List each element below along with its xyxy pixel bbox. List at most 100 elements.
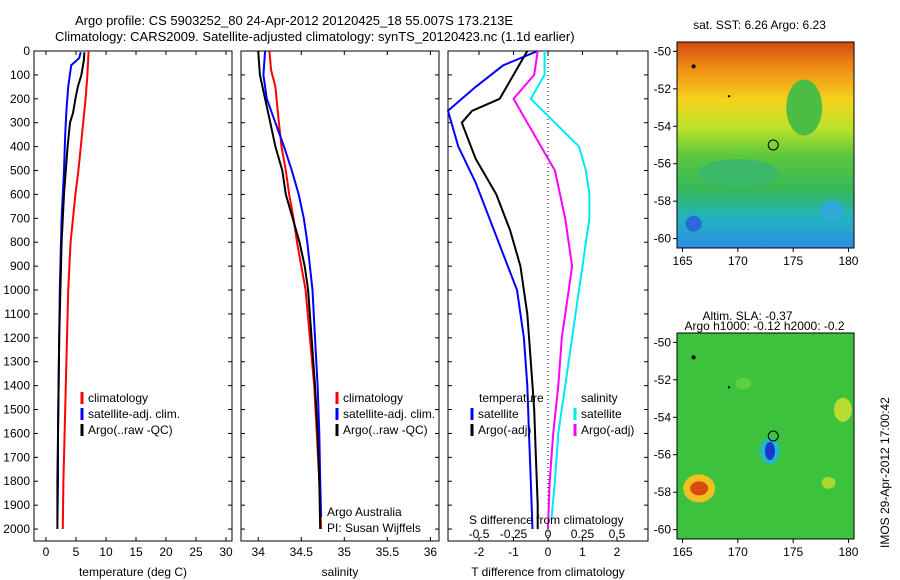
legend-label: Argo(..raw -QC): [88, 423, 173, 437]
difference-xtick-top-label: -0.5: [469, 527, 490, 541]
difference-series-s-argo: [512, 50, 574, 530]
title-line-1: Argo profile: CS 5903252_80 24-Apr-2012 …: [75, 13, 514, 28]
depth-tick-label: 1100: [4, 307, 30, 321]
sst-patch: [697, 159, 778, 188]
legend-label: satellite: [581, 407, 622, 421]
difference-xlabel: T difference from climatology: [471, 565, 625, 579]
temperature-panel: 0 5 10 15 20 25 300100200300400500600700800900…: [3, 44, 233, 579]
sst_map-island-marker: [691, 64, 696, 69]
legend-label: Argo(-adj): [581, 423, 634, 437]
sst_map-ytick-label: -52: [654, 82, 672, 96]
sla-bump: [735, 377, 752, 390]
sst_map-frame: [676, 41, 855, 249]
sla-low-core: [764, 441, 775, 460]
sla-high-south: [821, 476, 836, 489]
temperature-frame: [33, 50, 233, 542]
temperature-xtick-label: 0: [43, 545, 50, 559]
difference-xtick-top-label: -0.25: [500, 527, 528, 541]
legend-label: satellite: [478, 407, 519, 421]
sst_map-ytick-label: -58: [654, 194, 672, 208]
depth-tick-label: 400: [10, 140, 30, 154]
sla_map-ytick-label: -50: [654, 335, 672, 349]
depth-tick-label: 1800: [3, 474, 30, 488]
legend-label: satellite-adj. clim.: [343, 407, 435, 421]
temperature-xtick-label: 15: [129, 545, 143, 559]
temperature-xtick-label: 25: [189, 545, 203, 559]
temperature-series-climatology: [61, 50, 90, 530]
depth-tick-label: 500: [10, 164, 30, 178]
salinity-series-satellite: [262, 50, 323, 518]
depth-tick-label: 1900: [3, 498, 30, 512]
sst-cool-patch: [819, 200, 844, 221]
difference-xtick-top-label: 0.25: [571, 527, 595, 541]
sst_map-argo-marker: [767, 139, 779, 151]
depth-tick-label: 1600: [3, 426, 30, 440]
temperature-series-argo: [56, 52, 86, 529]
difference-xtick-label: -2: [474, 545, 485, 559]
difference-xtick-label: 0: [545, 545, 552, 559]
sla_map-title2: Argo h1000: -0.12 h2000: -0.2: [684, 319, 844, 333]
salinity-series-argo: [257, 50, 322, 530]
legend-label: satellite-adj. clim.: [88, 407, 180, 421]
title-line-2: Climatology: CARS2009. Satellite-adjuste…: [55, 29, 575, 44]
sst_map-xtick-label: 170: [728, 254, 748, 268]
legend-label: climatology: [88, 391, 148, 405]
depth-tick-label: 600: [10, 187, 30, 201]
difference-series-s-satellite: [529, 51, 591, 520]
sla-high-east: [833, 397, 852, 422]
salinity-panel: 34 34.5 35 35.5 36 salinity: [240, 50, 440, 579]
sla-field: [677, 333, 854, 539]
sst_map-ytick-label: -56: [654, 157, 672, 171]
depth-tick-label: 200: [10, 92, 30, 106]
sst_map-ytick-label: -60: [654, 232, 672, 246]
sla_map-xtick-label: 175: [783, 545, 803, 559]
depth-tick-label: 1400: [3, 379, 30, 393]
salinity-xtick-label: 36: [424, 545, 438, 559]
depth-tick-label: 2000: [3, 522, 30, 536]
legend-title-salinity: salinity: [581, 391, 618, 405]
sla_map-island-marker: [727, 386, 731, 389]
sst_map-xtick-label: 180: [838, 254, 858, 268]
sla_map-frame: [676, 332, 855, 540]
difference-xlabel-top: S difference from climatology: [469, 513, 624, 527]
footer-timestamp: IMOS 29-Apr-2012 17:00:42: [878, 397, 892, 548]
depth-tick-label: 300: [10, 116, 30, 130]
difference-xtick-label: -1: [508, 545, 519, 559]
salinity-frame: [240, 50, 440, 542]
temperature-xlabel: temperature (deg C): [79, 565, 187, 579]
depth-tick-label: 0: [23, 44, 30, 58]
sla_map: 165 170 175 180 -50 -52 -54 -56 -58 -60 Altim. SLA…: [654, 309, 859, 559]
sst_map-title: sat. SST: 6.26 Argo: 6.23: [693, 18, 826, 32]
sla_map-xtick-label: 180: [838, 545, 858, 559]
sst_map-island-marker: [727, 95, 731, 98]
legends: climatology satellite-adj. clim. Argo(..ra…: [80, 391, 634, 535]
annotation-argo-australia: Argo Australia: [327, 505, 402, 519]
depth-tick-label: 1500: [3, 403, 30, 417]
difference-xtick-top-label: 0: [545, 527, 552, 541]
sla-high-core: [690, 481, 709, 496]
sla_map-ytick-label: -54: [654, 410, 672, 424]
salinity-xtick-label: 34: [252, 545, 266, 559]
sla_map-xtick-label: 170: [728, 545, 748, 559]
sst-warm-tongue: [786, 79, 823, 136]
sla_map-ytick-label: -60: [654, 523, 672, 537]
sst_map-xtick-label: 175: [783, 254, 803, 268]
depth-tick-label: 1200: [3, 331, 30, 345]
sst_map: 165 170 175 180 -50 -52 -54 -56 -58 -60 sat. SST: …: [654, 18, 859, 268]
depth-tick-label: 800: [10, 235, 30, 249]
sla_map-ytick-label: -56: [654, 448, 672, 462]
sst-features: [685, 79, 844, 232]
difference-panel: -2 -1 0 1 2 T difference from climatology -0.5…: [447, 50, 649, 579]
depth-tick-label: 100: [10, 68, 30, 82]
depth-tick-label: 900: [10, 259, 30, 273]
depth-tick-label: 1300: [3, 355, 30, 369]
sst_map-ytick-label: -54: [654, 119, 672, 133]
legend-label: Argo(-adj): [478, 423, 531, 437]
salinity-xtick-label: 35.5: [376, 545, 400, 559]
sla_map-title: Altim. SLA: -0.37: [702, 309, 792, 323]
difference-xtick-label: 1: [579, 545, 586, 559]
sla_map-ytick-label: -52: [654, 373, 672, 387]
depth-tick-label: 1700: [3, 450, 30, 464]
legend-label: Argo(..raw -QC): [343, 423, 428, 437]
